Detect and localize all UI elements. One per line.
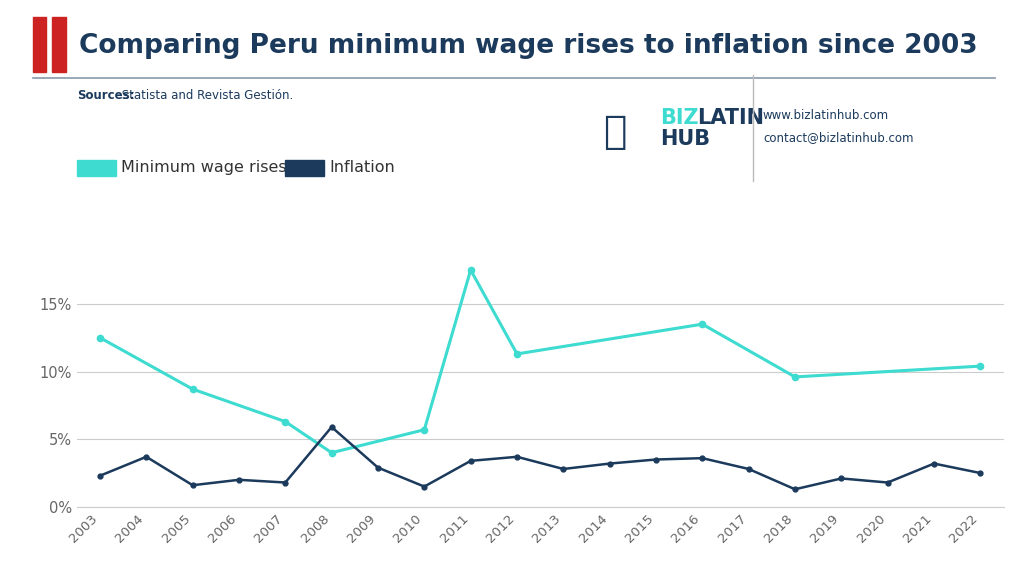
Text: www.bizlatinhub.com: www.bizlatinhub.com	[763, 109, 889, 122]
Text: HUB: HUB	[660, 130, 711, 149]
Text: contact@bizlatinhub.com: contact@bizlatinhub.com	[763, 131, 913, 143]
Text: Minimum wage rises: Minimum wage rises	[121, 160, 287, 175]
Text: Sources:: Sources:	[77, 89, 134, 101]
Text: LATIN: LATIN	[697, 108, 764, 128]
Text: Ⓑ: Ⓑ	[603, 113, 626, 151]
Text: Comparing Peru minimum wage rises to inflation since 2003: Comparing Peru minimum wage rises to inf…	[79, 33, 978, 59]
Text: BIZ: BIZ	[660, 108, 699, 128]
Text: Statista and Revista Gestión.: Statista and Revista Gestión.	[118, 89, 293, 101]
Text: Inflation: Inflation	[330, 160, 395, 175]
